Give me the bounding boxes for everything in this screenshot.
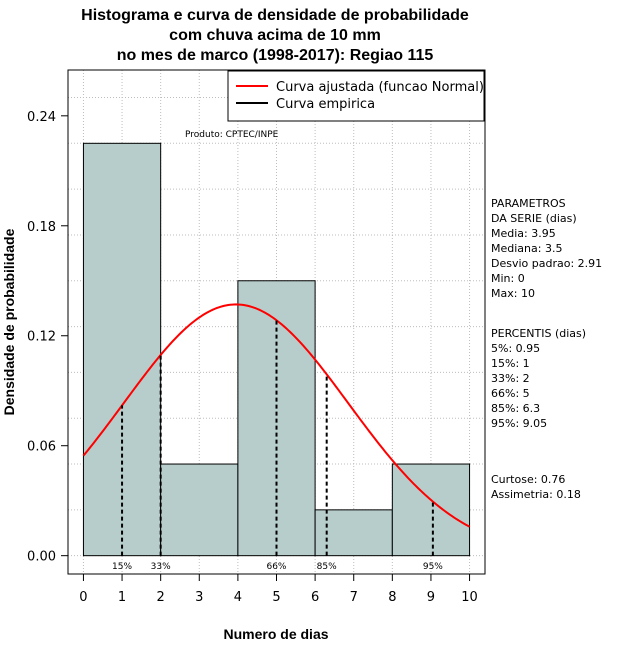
percentile-label: 15% bbox=[112, 562, 132, 572]
histogram-bars bbox=[82, 142, 471, 557]
parametros-line: Max: 10 bbox=[491, 287, 535, 300]
parametros-line: Media: 3.95 bbox=[491, 227, 556, 240]
percentile-label: 66% bbox=[266, 562, 286, 572]
percentile-label: 95% bbox=[423, 562, 443, 572]
y-axis-label: Densidade de probabilidade bbox=[1, 228, 17, 415]
y-tick-label: 0.00 bbox=[27, 550, 56, 565]
legend-fit-label: Curva ajustada (funcao Normal) bbox=[276, 80, 484, 95]
product-annotation: Produto: CPTEC/INPE bbox=[185, 130, 279, 140]
parametros-line: Min: 0 bbox=[491, 272, 525, 285]
percentis-line: 15%: 1 bbox=[491, 357, 530, 370]
percentis-line: 85%: 6.3 bbox=[491, 402, 540, 415]
y-tick-label: 0.18 bbox=[27, 220, 56, 235]
parametros-line: Desvio padrao: 2.91 bbox=[491, 257, 602, 270]
x-tick-label: 1 bbox=[118, 590, 126, 605]
percentile-lines: 15% 33% 66% 85% 95% bbox=[112, 320, 443, 572]
parametros-line: DA SERIE (dias) bbox=[491, 212, 577, 225]
axes: 0 1 2 3 4 5 6 7 8 9 10 0.00 0.06 0.12 0.18 0.24 bbox=[27, 110, 478, 605]
x-tick-label: 3 bbox=[195, 590, 203, 605]
x-tick-label: 8 bbox=[388, 590, 396, 605]
fit-curve-layer bbox=[82, 303, 471, 528]
histogram-bar bbox=[391, 463, 471, 557]
percentis-line: PERCENTIS (dias) bbox=[491, 327, 586, 340]
percentis-line: 33%: 2 bbox=[491, 372, 530, 385]
chart-title-line-1: Histograma e curva de densidade de proba… bbox=[81, 7, 469, 24]
histogram-bar bbox=[314, 509, 393, 557]
legend-box bbox=[227, 70, 485, 122]
y-tick-label: 0.06 bbox=[27, 440, 56, 455]
side-panel: PARAMETROS DA SERIE (dias) Media: 3.95 Me… bbox=[491, 197, 602, 501]
y-tick-label: 0.24 bbox=[27, 110, 56, 125]
percentis-line: 95%: 9.05 bbox=[491, 417, 547, 430]
parametros-line: Mediana: 3.5 bbox=[491, 242, 562, 255]
shape-line: Curtose: 0.76 bbox=[491, 473, 565, 486]
x-tick-label: 10 bbox=[461, 590, 478, 605]
shape-line: Assimetria: 0.18 bbox=[491, 488, 581, 501]
histogram-bar bbox=[160, 463, 239, 557]
x-tick-label: 9 bbox=[427, 590, 435, 605]
parametros-line: PARAMETROS bbox=[491, 197, 566, 210]
percentile-label: 85% bbox=[317, 562, 337, 572]
percentis-line: 66%: 5 bbox=[491, 387, 530, 400]
x-tick-label: 5 bbox=[272, 590, 280, 605]
y-tick-label: 0.12 bbox=[27, 330, 56, 345]
x-axis-label: Numero de dias bbox=[223, 626, 328, 642]
x-tick-label: 6 bbox=[311, 590, 319, 605]
histogram-bar bbox=[82, 142, 162, 557]
x-tick-label: 2 bbox=[157, 590, 165, 605]
x-tick-label: 4 bbox=[234, 590, 242, 605]
x-tick-label: 0 bbox=[79, 590, 87, 605]
chart-title-line-2: com chuva acima de 10 mm bbox=[169, 27, 381, 44]
legend-empirical-label: Curva empirica bbox=[276, 97, 375, 112]
chart-title-line-3: no mes de marco (1998-2017): Regiao 115 bbox=[117, 47, 434, 64]
percentis-line: 5%: 0.95 bbox=[491, 342, 540, 355]
percentile-label: 33% bbox=[151, 562, 171, 572]
x-tick-label: 7 bbox=[350, 590, 358, 605]
normal-fit-curve bbox=[82, 303, 471, 528]
